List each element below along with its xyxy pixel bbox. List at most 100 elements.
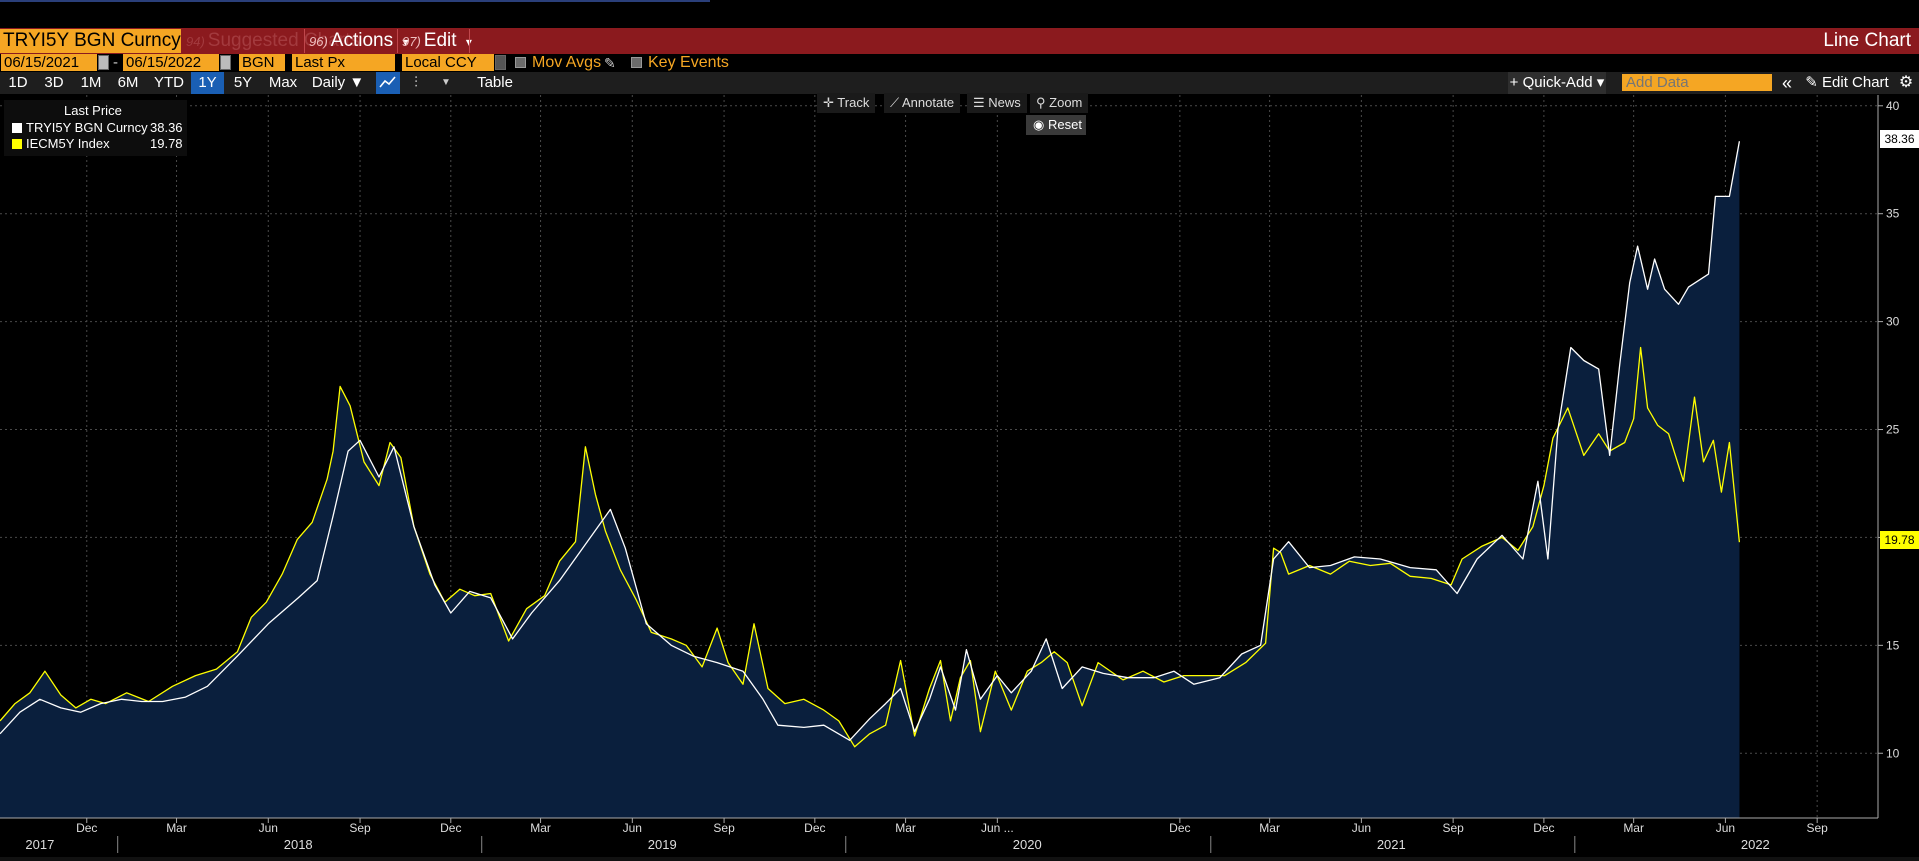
legend-header: Last Price — [64, 103, 122, 118]
add-data-input[interactable] — [1622, 74, 1772, 91]
currency-selector[interactable]: Local CCY — [402, 54, 494, 71]
x-year-label: 2020 — [1013, 837, 1042, 852]
chart-axes: 10152025303540DecMarJunSepDecMarJunSepDe… — [0, 95, 1900, 853]
area-fill — [0, 141, 1740, 818]
view-name: Line Chart — [1823, 30, 1911, 51]
zoom-icon: ⚲ — [1036, 95, 1046, 110]
chevron-down-icon[interactable]: ▼ — [441, 77, 451, 88]
last-price-tag-iecm5y: 19.78 — [1880, 531, 1919, 549]
key-events-checkbox[interactable] — [631, 57, 642, 68]
gear-icon[interactable]: ⚙ — [1898, 74, 1914, 91]
x-tick-label: Jun — [259, 821, 278, 835]
end-date-field[interactable]: 06/15/2022 — [123, 54, 219, 71]
menu-divider — [304, 29, 305, 53]
y-tick-label: 15 — [1886, 638, 1900, 652]
x-tick-label: Dec — [804, 821, 825, 835]
reset-button[interactable]: ◉ Reset — [1026, 115, 1086, 135]
x-year-label: 2021 — [1377, 837, 1406, 852]
source-field[interactable]: BGN — [239, 54, 285, 71]
range-1y[interactable]: 1Y — [191, 72, 224, 94]
suggested-charts-menu[interactable]: 94) Suggested Charts — [186, 29, 360, 53]
x-tick-label: Dec — [440, 821, 461, 835]
x-tick-label: Dec — [76, 821, 97, 835]
x-tick-label: Mar — [1623, 821, 1644, 835]
edit-menu[interactable]: 97)Edit ▾ — [402, 29, 472, 53]
range-3d[interactable]: 3D — [44, 74, 64, 91]
calendar-icon[interactable] — [220, 55, 231, 70]
x-tick-label: Dec — [1533, 821, 1554, 835]
y-tick-label: 40 — [1886, 99, 1900, 113]
toolbar — [0, 72, 1919, 94]
ticker-input[interactable]: TRYI5Y BGN Curncy — [0, 29, 181, 53]
series-area-fill — [0, 347, 1740, 818]
window-top-edge — [0, 0, 710, 2]
menu-divider — [397, 29, 398, 53]
bottom-edge — [0, 857, 1919, 861]
annotate-button[interactable]: ⟋ Annotate — [884, 93, 961, 113]
legend: Last Price TRYI5Y BGN Curncy 38.36 IECM5… — [4, 100, 187, 156]
range-5y[interactable]: 5Y — [233, 74, 253, 91]
range-6m[interactable]: 6M — [117, 74, 139, 91]
mov-avgs-checkbox[interactable] — [515, 57, 526, 68]
legend-swatch — [12, 139, 22, 149]
x-tick-label: Sep — [1806, 821, 1828, 835]
track-label: Track — [837, 95, 870, 110]
x-tick-label: Jun — [1352, 821, 1371, 835]
series-line-iecm5y — [0, 346, 1741, 748]
field-selector[interactable]: Last Px — [292, 54, 395, 71]
x-tick-label: Jun — [1716, 821, 1735, 835]
news-label: News — [988, 95, 1021, 110]
dropdown-arrow-icon[interactable] — [495, 55, 506, 70]
x-tick-label: Jun — [623, 821, 642, 835]
news-button[interactable]: ☰ News — [967, 93, 1027, 113]
legend-value: 38.36 — [150, 120, 183, 135]
x-tick-label: Mar — [895, 821, 916, 835]
annotate-icon: ⟋ — [890, 95, 900, 110]
legend-swatch — [12, 123, 22, 133]
frequency-selector[interactable]: Daily ▼ — [311, 74, 365, 91]
range-1m[interactable]: 1M — [80, 74, 102, 91]
chevron-down-icon: ▾ — [466, 35, 472, 49]
track-button[interactable]: ✛ Track — [817, 93, 876, 113]
title-bar — [0, 28, 1919, 54]
quick-add-button[interactable]: + Quick-Add ▾ — [1508, 72, 1606, 94]
edit-chart-button[interactable]: ✎ Edit Chart — [1800, 72, 1894, 94]
range-ytd[interactable]: YTD — [154, 74, 184, 91]
legend-series-name: IECM5Y Index — [26, 136, 110, 151]
annotate-label: Annotate — [902, 95, 955, 110]
edit-chart-label: Edit Chart — [1822, 74, 1889, 91]
line-chart-icon[interactable] — [376, 72, 400, 94]
legend-series-name: TRYI5Y BGN Curncy — [26, 120, 148, 135]
chart-area[interactable]: 10152025303540DecMarJunSepDecMarJunSepDe… — [0, 95, 1919, 857]
calendar-icon[interactable] — [98, 55, 109, 70]
crosshair-icon: ✛ — [823, 95, 834, 110]
last-price-tag-trYI5Y: 38.36 — [1880, 130, 1919, 148]
pencil-icon[interactable]: ✎ — [604, 55, 616, 71]
pencil-icon: ✎ — [1805, 74, 1818, 91]
x-tick-label: Sep — [349, 821, 371, 835]
zoom-button[interactable]: ⚲ Zoom — [1030, 93, 1089, 113]
legend-item[interactable]: TRYI5Y BGN Curncy — [12, 120, 148, 135]
series-line-tryi5y — [0, 141, 1741, 741]
legend-item[interactable]: IECM5Y Index — [12, 136, 110, 151]
range-max[interactable]: Max — [268, 74, 298, 91]
mov-avgs-label[interactable]: Mov Avgs — [532, 54, 602, 71]
range-1d[interactable]: 1D — [8, 74, 28, 91]
menu-label: Actions — [330, 30, 394, 51]
table-button[interactable]: Table — [477, 74, 513, 91]
actions-menu[interactable]: 96) Actions ▾ — [309, 29, 408, 53]
menu-label: Suggested Charts — [207, 30, 360, 51]
menu-label: Edit — [423, 30, 457, 51]
bar-type-icon[interactable]: ⫶ — [414, 74, 418, 91]
x-tick-label: Mar — [1259, 821, 1280, 835]
start-date-field[interactable]: 06/15/2021 — [1, 54, 97, 71]
x-tick-label: Dec — [1169, 821, 1190, 835]
legend-value: 19.78 — [150, 136, 183, 151]
reset-icon: ◉ — [1033, 117, 1045, 132]
collapse-icon[interactable]: « — [1781, 73, 1792, 93]
chevron-down-icon: ▾ — [402, 35, 409, 49]
y-tick-label: 35 — [1886, 207, 1900, 221]
series-lines — [0, 141, 1741, 748]
key-events-label[interactable]: Key Events — [648, 54, 729, 71]
menu-number: 94) — [186, 34, 205, 49]
